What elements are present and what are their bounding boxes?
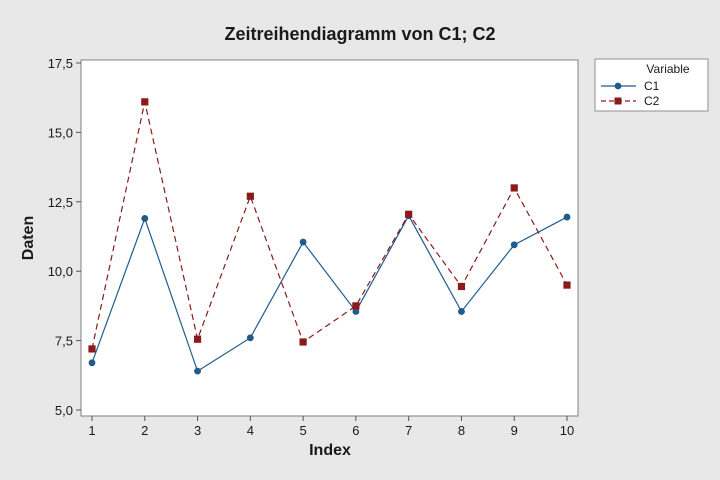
y-tick-label: 10,0 (48, 264, 73, 279)
y-tick-label: 15,0 (48, 125, 73, 140)
data-point-c2 (193, 335, 202, 343)
data-point-c1 (299, 238, 307, 246)
data-point-c1 (352, 308, 360, 315)
chart-title: Zeitreihendiagramm von C1; C2 (224, 24, 495, 44)
legend-entry-c2: C2 (601, 94, 660, 108)
x-tick-label: 4 (247, 423, 254, 438)
x-tick-label: 10 (560, 423, 574, 438)
data-point-c2 (352, 302, 360, 310)
data-point-c2 (299, 338, 307, 346)
legend-label: C1 (644, 79, 660, 93)
data-point-c2 (457, 282, 466, 291)
y-axis: 5,0 7,5 10,0 12,5 15,0 17,5 (48, 56, 81, 418)
x-axis: 1 2 3 4 5 6 7 8 9 10 (88, 416, 574, 438)
legend-title: Variable (646, 62, 689, 76)
data-point-c2 (141, 98, 149, 106)
legend-marker-square (614, 97, 622, 105)
data-point-c1 (194, 367, 201, 375)
data-point-c1 (246, 334, 254, 342)
y-tick-label: 17,5 (48, 56, 73, 71)
data-point-c2 (510, 184, 518, 192)
data-point-c1 (141, 215, 149, 222)
y-tick-label: 7,5 (55, 334, 73, 349)
x-tick-label: 6 (352, 423, 359, 438)
x-tick-label: 5 (299, 423, 306, 438)
y-tick-label: 12,5 (48, 195, 73, 210)
x-tick-label: 3 (194, 423, 201, 438)
data-point-c1 (458, 308, 465, 315)
series-line-c1 (91, 214, 568, 373)
series-line-c2 (91, 101, 568, 350)
y-axis-label: Daten (20, 216, 37, 260)
x-tick-label: 8 (458, 423, 465, 438)
series-layer (88, 98, 571, 375)
data-point-c2 (88, 345, 96, 353)
data-point-c2 (563, 281, 571, 289)
data-point-c1 (88, 359, 96, 367)
legend-entry-c1: C1 (601, 79, 660, 93)
plot-area (80, 59, 579, 417)
legend-label: C2 (644, 94, 660, 108)
y-tick-label: 5,0 (55, 403, 73, 418)
data-point-c1 (563, 213, 571, 221)
x-tick-label: 9 (511, 423, 518, 438)
data-point-c1 (510, 241, 518, 249)
x-axis-label: Index (309, 442, 351, 459)
x-tick-label: 2 (141, 423, 148, 438)
legend-box (594, 58, 709, 112)
x-tick-label: 7 (405, 423, 412, 438)
data-point-c2 (405, 210, 413, 218)
legend-marker-circle (614, 82, 622, 90)
x-tick-label: 1 (88, 423, 95, 438)
data-point-c2 (246, 192, 254, 200)
